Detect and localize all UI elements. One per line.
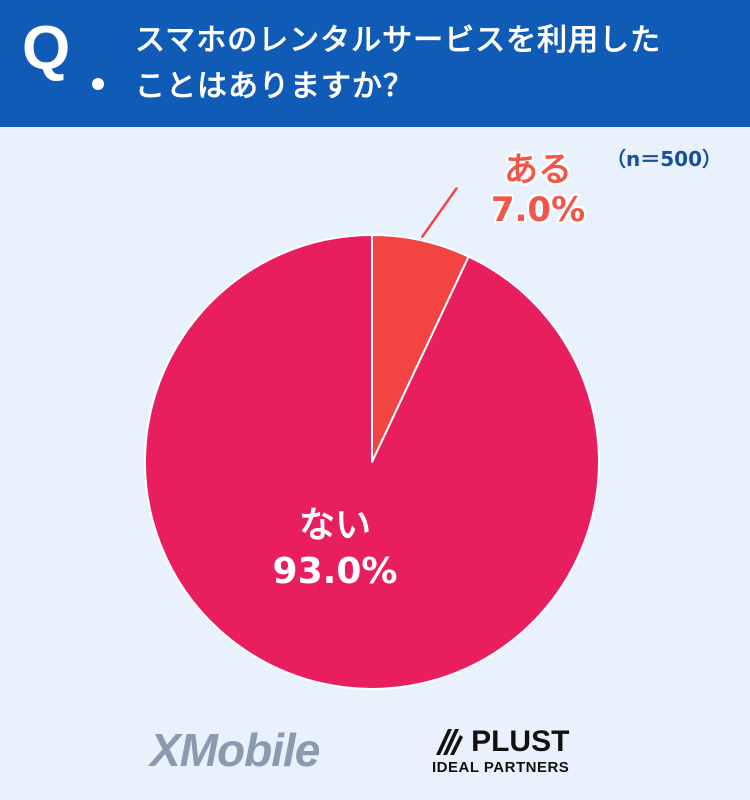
plust-logo: PLUST IDEAL PARTNERS <box>432 725 569 776</box>
slice-label-nai-value: 93.0% <box>272 551 398 592</box>
slice-label-nai-name: ない <box>298 505 371 546</box>
slice-label-aru-value: 7.0% <box>490 190 586 230</box>
pie-slice-nai <box>144 234 600 690</box>
plust-sub: IDEAL PARTNERS <box>432 759 570 776</box>
slice-label-aru: ある 7.0% <box>468 150 608 230</box>
sample-size: （n＝500） <box>606 147 722 171</box>
question-header: Q スマホのレンタルサービスを利用した ことはありますか？ <box>0 0 750 127</box>
xmobile-logo: XMobile <box>150 723 320 777</box>
leader-line-aru <box>421 187 458 238</box>
q-dot-icon <box>92 78 104 90</box>
xmobile-logo-text: XMobile <box>150 724 320 776</box>
plust-name: PLUST <box>471 725 570 758</box>
slice-label-nai: ない 93.0% <box>260 503 410 595</box>
question-line-2: ことはありますか？ <box>135 69 414 104</box>
q-mark: Q <box>22 14 71 83</box>
plust-mark-icon <box>436 729 463 755</box>
slice-label-aru-name: ある <box>504 150 572 190</box>
question-line-1: スマホのレンタルサービスを利用した <box>135 23 662 58</box>
footer-logos: XMobile PLUST IDEAL PARTNERS <box>0 715 750 795</box>
question-text: スマホのレンタルサービスを利用した ことはありますか？ <box>135 18 735 110</box>
